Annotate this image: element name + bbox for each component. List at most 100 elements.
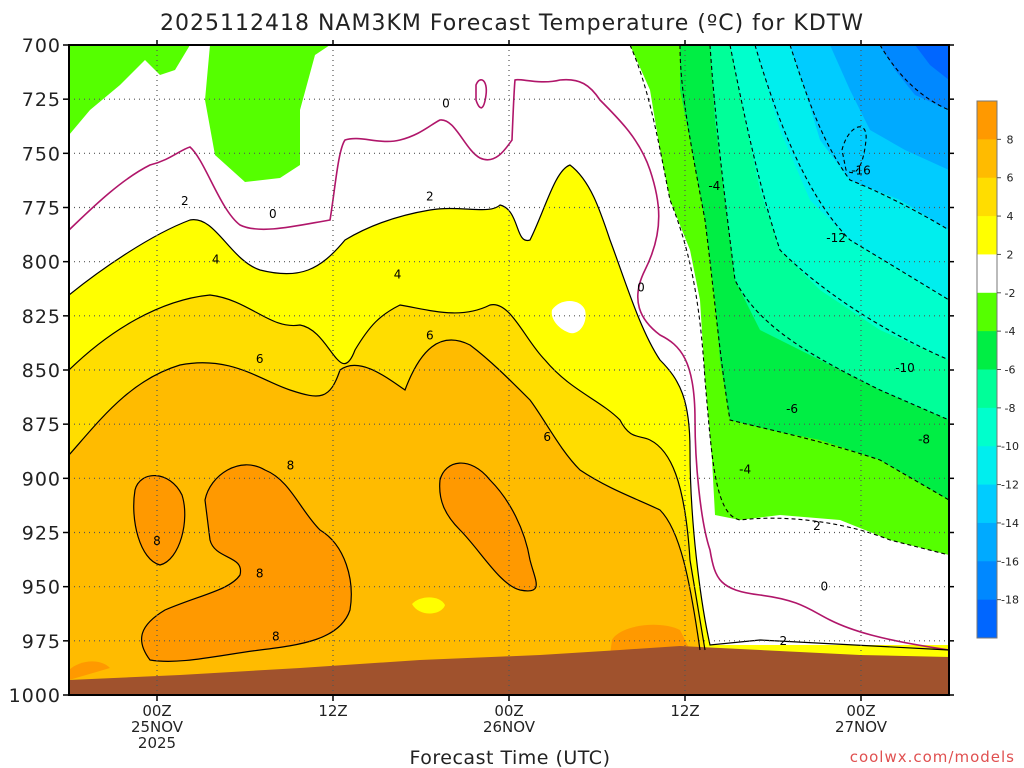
contour-label: -4 xyxy=(739,463,751,477)
fill-warm-8c-a xyxy=(133,475,185,565)
colorbar-label: -12 xyxy=(1001,479,1019,492)
contour-label: 2 xyxy=(779,634,787,648)
y-tick-label: 775 xyxy=(22,198,61,220)
x-tick-label: 12Z xyxy=(318,702,347,720)
colorbar-label: -6 xyxy=(1005,364,1016,377)
x-tick-label: 27NOV xyxy=(835,718,888,736)
colorbar-label: -8 xyxy=(1005,402,1016,415)
colorbar-swatch xyxy=(977,369,997,409)
fill-warm-white-hole xyxy=(551,301,586,334)
x-tick-label: 26NOV xyxy=(483,718,536,736)
colorbar-label: -10 xyxy=(1001,440,1019,453)
contour-label: 6 xyxy=(256,352,264,366)
x-axis-title: Forecast Time (UTC) xyxy=(410,747,611,768)
contour-neg14c xyxy=(789,45,949,231)
contour-label: 2 xyxy=(426,190,434,204)
colorbar-swatch xyxy=(977,177,997,217)
contour-label: 6 xyxy=(543,430,551,444)
x-tick-label: 2025 xyxy=(138,734,176,752)
contour-label: 0 xyxy=(442,97,450,111)
y-tick-label: 900 xyxy=(22,468,61,490)
y-tick-label: 700 xyxy=(22,35,61,57)
fill-warm-8c-c xyxy=(439,463,537,591)
contour-8c-a xyxy=(133,475,186,566)
colorbar-label: -2 xyxy=(1005,287,1016,300)
y-tick-label: 950 xyxy=(22,577,61,599)
colorbar-label: 2 xyxy=(1007,248,1014,261)
fill-warm-8c-e xyxy=(69,661,110,680)
y-tick-label: 825 xyxy=(22,306,61,328)
colorbar-swatch xyxy=(977,254,997,294)
fill-warm-8c-b xyxy=(141,464,352,662)
contour-label: -6 xyxy=(786,402,798,416)
contour-label: 8 xyxy=(256,567,264,581)
colorbar-swatch xyxy=(977,561,997,601)
colorbar-label: -16 xyxy=(1001,555,1019,568)
y-tick-label: 875 xyxy=(22,414,61,436)
contour-neg16c xyxy=(841,126,867,173)
contour-8c-c xyxy=(439,462,537,592)
y-tick-label: 850 xyxy=(22,360,61,382)
y-tick-label: 725 xyxy=(22,89,61,111)
chart-title: 2025112418 NAM3KM Forecast Temperature (… xyxy=(160,11,864,36)
colorbar-swatch xyxy=(977,599,997,639)
contour-label: 8 xyxy=(153,534,161,548)
colorbar-label: -14 xyxy=(1001,517,1019,530)
contour-label: 8 xyxy=(272,630,280,644)
contour-labels: 0 0 0 0 2 2 2 2 4 4 6 6 6 8 8 8 8 -4 -16 -12 -10 -6 -8 -4 xyxy=(153,97,930,648)
fill-upper-left-green xyxy=(69,45,510,182)
contour-label: -16 xyxy=(851,164,871,178)
contour-label: -8 xyxy=(918,432,930,446)
colorbar-label: -18 xyxy=(1001,594,1019,607)
x-tick-label: 00Z xyxy=(494,702,523,720)
colorbar-swatch xyxy=(977,292,997,332)
y-tick-label: 750 xyxy=(22,143,61,165)
colorbar: 8 6 4 2 -2 -4 -6 -8 -10 -12 -14 -16 -18 xyxy=(976,100,1019,639)
contour-label: -12 xyxy=(826,231,846,245)
credit-text: coolwx.com/models xyxy=(850,748,1015,766)
contour-neg18c xyxy=(879,45,949,111)
colorbar-label: 4 xyxy=(1007,210,1014,223)
y-tick-label: 925 xyxy=(22,523,61,545)
contour-neg8c xyxy=(709,45,949,421)
y-tick-label: 800 xyxy=(22,252,61,274)
y-tick-label: 975 xyxy=(22,631,61,653)
gridlines xyxy=(69,45,949,695)
contour-label: 0 xyxy=(269,207,277,221)
colorbar-label: 6 xyxy=(1007,172,1014,185)
contour-label: 2 xyxy=(813,519,821,533)
contour-4c xyxy=(69,294,706,651)
contour-neg4c xyxy=(629,45,949,556)
fill-cold-deepest xyxy=(915,45,949,80)
colorbar-swatch xyxy=(977,139,997,179)
fill-cold-pocket xyxy=(842,126,867,173)
contour-label: 6 xyxy=(426,328,434,342)
x-tick-label: 00Z xyxy=(846,702,875,720)
colorbar-swatch xyxy=(977,331,997,370)
colorbar-swatch xyxy=(977,522,997,562)
colorbar-label: -4 xyxy=(1005,325,1016,338)
colorbar-swatch xyxy=(977,446,997,486)
contour-label: 4 xyxy=(394,268,402,282)
y-tick-label: 1000 xyxy=(9,685,61,707)
contour-6c xyxy=(69,339,701,651)
colorbar-label: 8 xyxy=(1007,133,1014,146)
x-tick-label: 12Z xyxy=(670,702,699,720)
x-tick-label: 00Z xyxy=(142,702,171,720)
contour-label: -4 xyxy=(708,179,720,193)
contour-0c xyxy=(69,78,949,651)
contour-neg10c xyxy=(729,45,949,361)
colorbar-swatch xyxy=(977,484,997,524)
colorbar-swatch xyxy=(977,101,997,140)
contour-label: 0 xyxy=(821,580,829,594)
contour-label: 2 xyxy=(181,194,189,208)
contour-label: 8 xyxy=(287,458,295,472)
contour-label: 4 xyxy=(212,253,220,267)
contour-label: 0 xyxy=(637,281,645,295)
x-tick-label: 25NOV xyxy=(131,718,184,736)
contour-0c-loop xyxy=(475,79,488,109)
colorbar-swatch xyxy=(977,216,997,255)
